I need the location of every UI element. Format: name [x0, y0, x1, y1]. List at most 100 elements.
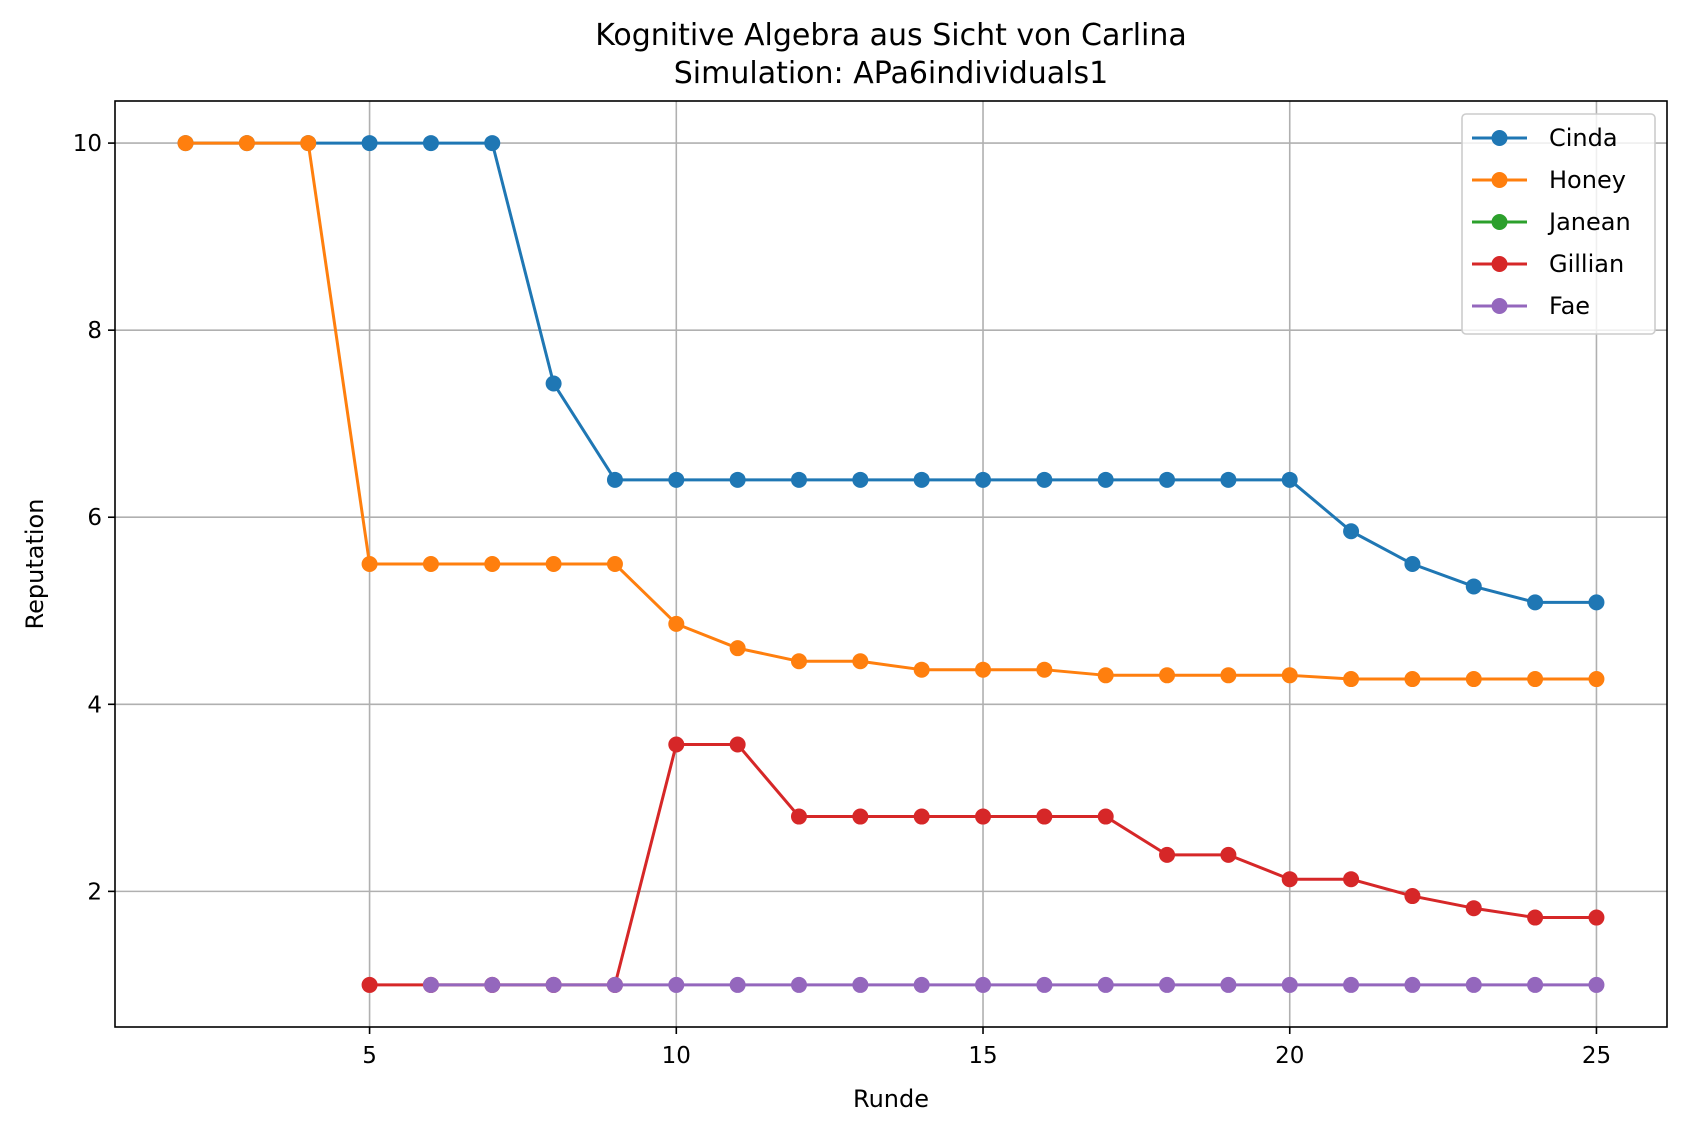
- x-tick-label: 10: [662, 1043, 691, 1069]
- data-point-honey: [422, 556, 439, 572]
- data-point-honey: [790, 653, 807, 670]
- data-point-gillian: [1343, 871, 1360, 888]
- data-point-cinda: [852, 471, 869, 488]
- data-point-honey: [177, 135, 194, 152]
- data-point-gillian: [1220, 846, 1237, 863]
- data-point-honey: [913, 661, 930, 678]
- data-point-honey: [975, 661, 992, 678]
- data-point-fae: [729, 976, 746, 993]
- legend-label: Cinda: [1549, 124, 1618, 152]
- data-point-honey: [545, 556, 562, 572]
- data-point-honey: [1527, 671, 1544, 688]
- data-point-cinda: [1097, 471, 1114, 488]
- y-tick-label: 8: [87, 318, 102, 344]
- data-point-gillian: [729, 736, 746, 753]
- axis-ticks: 5 10 15 20 25 2 4 6 8 10: [73, 131, 1611, 1069]
- legend-swatch-marker: [1491, 298, 1508, 314]
- series-fae: [422, 976, 1605, 993]
- data-point-fae: [790, 976, 807, 993]
- y-axis-label: Reputation: [21, 499, 49, 630]
- data-point-cinda: [790, 471, 807, 488]
- data-point-fae: [545, 976, 562, 993]
- legend-item-cinda: Cinda: [1472, 124, 1618, 152]
- data-point-fae: [852, 976, 869, 993]
- data-point-fae: [1527, 976, 1544, 993]
- data-point-cinda: [729, 471, 746, 488]
- series-line-honey: [185, 141, 1597, 681]
- data-point-cinda: [1220, 471, 1237, 488]
- legend-swatch-marker: [1491, 256, 1508, 272]
- data-point-fae: [1097, 976, 1114, 993]
- data-point-honey: [1465, 671, 1482, 688]
- legend-swatch-marker: [1491, 130, 1508, 146]
- data-point-cinda: [361, 135, 378, 152]
- data-point-cinda: [422, 135, 439, 152]
- legend-item-fae: Fae: [1472, 292, 1590, 320]
- data-point-honey: [300, 135, 317, 152]
- data-point-honey: [1097, 667, 1114, 684]
- data-point-gillian: [1404, 888, 1421, 905]
- legend-label: Fae: [1549, 292, 1590, 320]
- data-point-cinda: [1343, 523, 1360, 540]
- legend-swatch-marker: [1491, 214, 1508, 230]
- data-point-honey: [606, 556, 623, 572]
- data-point-honey: [484, 556, 501, 572]
- data-point-fae: [1281, 976, 1298, 993]
- series-cinda: [177, 135, 1605, 611]
- data-point-honey: [668, 615, 685, 632]
- data-point-gillian: [1465, 900, 1482, 917]
- data-point-fae: [422, 976, 439, 993]
- data-point-fae: [1159, 976, 1176, 993]
- data-point-fae: [1404, 976, 1421, 993]
- chart-title: Kognitive Algebra aus Sicht von Carlina: [595, 18, 1187, 53]
- data-point-fae: [1465, 976, 1482, 993]
- x-tick-label: 25: [1582, 1043, 1611, 1069]
- x-tick-label: 15: [968, 1043, 997, 1069]
- legend-box: [1461, 113, 1656, 335]
- legend-swatch-marker: [1491, 172, 1508, 188]
- y-tick-label: 2: [87, 879, 102, 905]
- data-point-gillian: [1281, 871, 1298, 888]
- data-point-gillian: [1097, 808, 1114, 825]
- legend-item-gillian: Gillian: [1472, 250, 1624, 278]
- data-point-fae: [668, 976, 685, 993]
- data-point-honey: [852, 653, 869, 670]
- data-point-fae: [1588, 976, 1605, 993]
- data-point-fae: [1036, 976, 1053, 993]
- data-point-cinda: [1588, 594, 1605, 611]
- series-honey: [177, 135, 1605, 688]
- legend: Cinda Honey Janean Gillian Fae: [1461, 113, 1656, 335]
- data-point-cinda: [1036, 471, 1053, 488]
- data-point-cinda: [1527, 594, 1544, 611]
- y-tick-label: 6: [87, 505, 102, 531]
- data-point-honey: [1588, 671, 1605, 688]
- x-axis-label: Runde: [853, 1085, 929, 1113]
- data-point-gillian: [1159, 846, 1176, 863]
- data-point-fae: [1343, 976, 1360, 993]
- legend-label: Honey: [1549, 166, 1626, 194]
- data-series: [177, 135, 1605, 993]
- data-point-honey: [729, 640, 746, 657]
- data-point-gillian: [1527, 909, 1544, 926]
- data-point-cinda: [668, 471, 685, 488]
- data-point-fae: [606, 976, 623, 993]
- data-point-cinda: [1465, 578, 1482, 595]
- data-point-gillian: [1588, 909, 1605, 926]
- data-point-honey: [238, 135, 255, 152]
- data-point-gillian: [852, 808, 869, 825]
- data-point-honey: [1281, 667, 1298, 684]
- data-point-gillian: [668, 736, 685, 753]
- data-point-honey: [1159, 667, 1176, 684]
- data-point-cinda: [975, 471, 992, 488]
- y-tick-label: 4: [87, 692, 102, 718]
- data-point-fae: [484, 976, 501, 993]
- grid-lines: [115, 101, 1667, 1027]
- data-point-cinda: [545, 375, 562, 392]
- data-point-cinda: [913, 471, 930, 488]
- data-point-honey: [361, 556, 378, 572]
- x-tick-label: 5: [362, 1043, 377, 1069]
- data-point-honey: [1404, 671, 1421, 688]
- data-point-honey: [1343, 671, 1360, 688]
- data-point-cinda: [484, 135, 501, 152]
